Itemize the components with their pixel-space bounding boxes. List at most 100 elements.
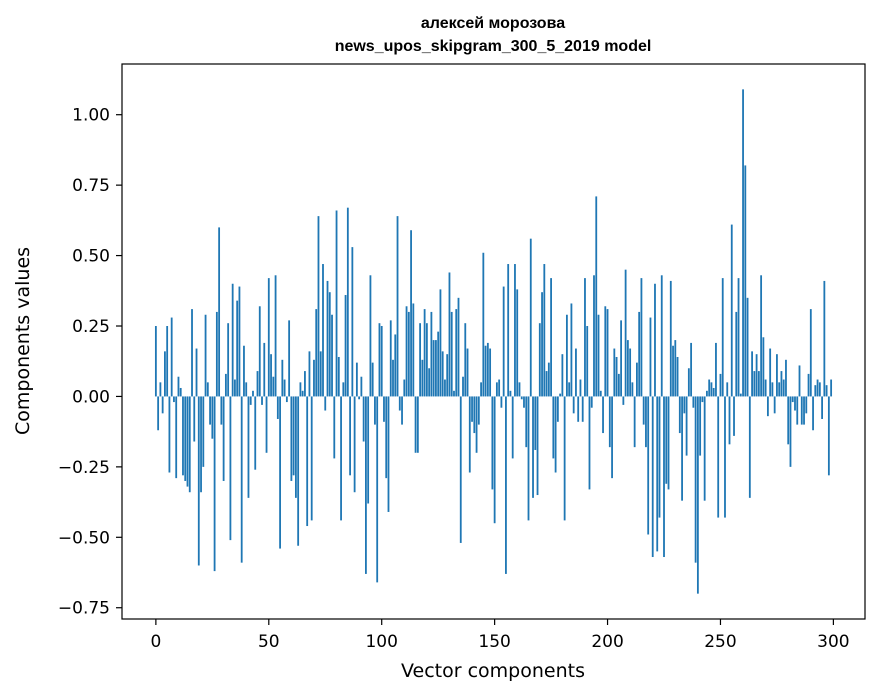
bar-75 bbox=[324, 396, 327, 411]
bar-299 bbox=[830, 379, 833, 397]
bar-278 bbox=[782, 379, 785, 397]
bar-158 bbox=[511, 396, 514, 459]
bar-172 bbox=[543, 264, 546, 397]
bar-85 bbox=[346, 207, 349, 397]
bar-138 bbox=[466, 348, 469, 397]
bar-258 bbox=[737, 278, 740, 397]
bar-277 bbox=[780, 371, 783, 397]
bar-223 bbox=[658, 396, 661, 518]
bar-205 bbox=[617, 373, 620, 397]
bar-170 bbox=[538, 323, 541, 397]
bar-240 bbox=[696, 396, 699, 594]
bar-164 bbox=[525, 396, 528, 448]
bar-86 bbox=[349, 396, 351, 476]
bar-177 bbox=[554, 396, 557, 473]
bar-7 bbox=[170, 317, 173, 397]
bar-283 bbox=[794, 396, 796, 411]
bar-62 bbox=[294, 396, 297, 498]
bar-59 bbox=[288, 320, 291, 397]
bar-186 bbox=[575, 348, 577, 397]
bar-150 bbox=[493, 396, 496, 524]
bar-167 bbox=[532, 396, 534, 498]
bar-159 bbox=[514, 264, 516, 397]
bar-210 bbox=[629, 348, 632, 397]
bar-233 bbox=[681, 396, 683, 501]
bar-72 bbox=[317, 216, 320, 397]
bar-120 bbox=[425, 323, 428, 397]
bar-8 bbox=[173, 396, 175, 403]
bar-156 bbox=[507, 264, 510, 397]
bar-245 bbox=[708, 379, 711, 397]
bar-236 bbox=[687, 368, 690, 397]
bar-64 bbox=[299, 382, 302, 397]
bar-284 bbox=[796, 396, 799, 425]
bar-87 bbox=[351, 247, 354, 397]
bar-227 bbox=[667, 396, 670, 490]
bar-115 bbox=[414, 396, 417, 453]
bar-101 bbox=[383, 396, 385, 422]
bar-140 bbox=[471, 396, 473, 422]
bar-178 bbox=[556, 396, 559, 422]
bar-82 bbox=[340, 396, 342, 521]
bar-297 bbox=[825, 385, 828, 397]
bar-68 bbox=[308, 351, 311, 397]
bar-244 bbox=[706, 390, 708, 397]
bar-13 bbox=[184, 396, 187, 481]
bar-241 bbox=[699, 396, 702, 456]
bar-60 bbox=[290, 396, 293, 481]
bar-238 bbox=[692, 396, 695, 408]
bar-55 bbox=[279, 396, 281, 549]
bar-66 bbox=[304, 371, 306, 397]
bar-20 bbox=[200, 396, 202, 493]
bar-11 bbox=[179, 387, 182, 397]
bar-51 bbox=[270, 354, 272, 397]
y-tick-label: 0.00 bbox=[72, 387, 110, 407]
bar-142 bbox=[475, 396, 478, 453]
bar-267 bbox=[757, 371, 760, 397]
bar-166 bbox=[529, 238, 532, 397]
bar-266 bbox=[755, 354, 758, 397]
bar-298 bbox=[827, 396, 830, 476]
bar-225 bbox=[663, 396, 665, 558]
bar-80 bbox=[335, 210, 338, 397]
bar-219 bbox=[649, 317, 652, 397]
bar-137 bbox=[464, 323, 467, 397]
bar-264 bbox=[751, 351, 753, 397]
bar-155 bbox=[505, 396, 507, 574]
bar-139 bbox=[468, 396, 471, 473]
bar-112 bbox=[407, 311, 410, 397]
bar-5 bbox=[166, 326, 169, 397]
bar-148 bbox=[489, 348, 492, 397]
bar-37 bbox=[238, 286, 241, 397]
bar-113 bbox=[410, 230, 412, 397]
bar-3 bbox=[161, 396, 164, 414]
bar-102 bbox=[385, 396, 388, 479]
bar-217 bbox=[645, 396, 647, 448]
bar-47 bbox=[261, 396, 263, 405]
bar-109 bbox=[401, 396, 403, 425]
bar-204 bbox=[615, 356, 618, 397]
bar-130 bbox=[448, 272, 451, 397]
bar-272 bbox=[769, 348, 772, 397]
bar-232 bbox=[678, 396, 681, 434]
bar-199 bbox=[604, 306, 607, 397]
x-axis-label: Vector components bbox=[401, 660, 585, 682]
bar-296 bbox=[823, 280, 826, 397]
bar-213 bbox=[636, 362, 638, 397]
bar-246 bbox=[710, 382, 713, 397]
bar-162 bbox=[520, 396, 523, 400]
bar-29 bbox=[220, 396, 223, 425]
bar-103 bbox=[387, 396, 390, 512]
bar-198 bbox=[602, 396, 604, 434]
bar-23 bbox=[206, 382, 209, 397]
bar-181 bbox=[563, 396, 566, 521]
bar-93 bbox=[365, 396, 367, 574]
bar-247 bbox=[712, 387, 715, 397]
bar-269 bbox=[762, 337, 765, 397]
bar-193 bbox=[590, 396, 593, 408]
bar-105 bbox=[392, 359, 394, 397]
bar-32 bbox=[227, 323, 230, 397]
bar-265 bbox=[753, 371, 756, 397]
bar-294 bbox=[818, 382, 821, 397]
bar-200 bbox=[606, 309, 609, 397]
